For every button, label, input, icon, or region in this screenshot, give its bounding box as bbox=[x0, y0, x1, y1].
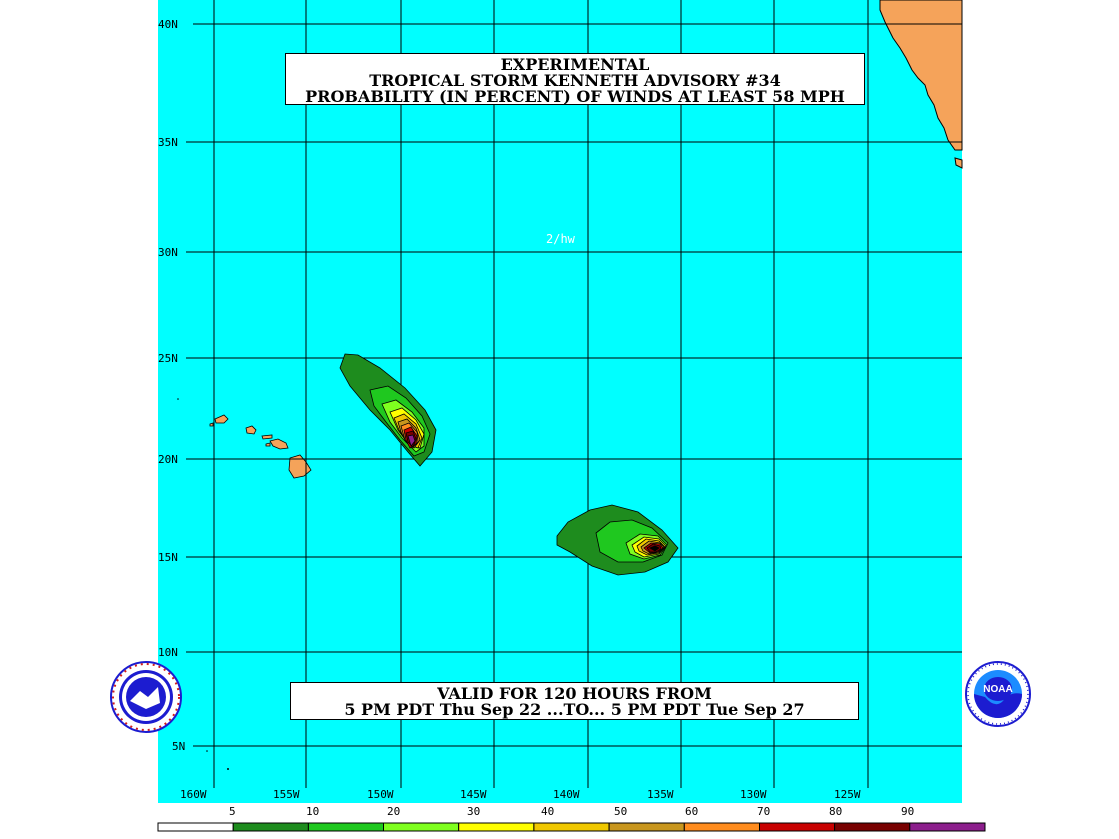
legend-label-90: 90 bbox=[901, 805, 914, 818]
title-line-2: TROPICAL STORM KENNETH ADVISORY #34 bbox=[369, 71, 781, 90]
legend-label-20: 20 bbox=[387, 805, 400, 818]
forecaster-tag: 2/hw bbox=[546, 232, 575, 246]
lon-label-160w: 160W bbox=[180, 788, 207, 801]
title-line-3: PROBABILITY (IN PERCENT) OF WINDS AT LEA… bbox=[305, 87, 845, 106]
legend-swatch bbox=[533, 822, 610, 832]
lon-label-125w: 125W bbox=[834, 788, 861, 801]
legend-label-5: 5 bbox=[229, 805, 236, 818]
valid-period-box: VALID FOR 120 HOURS FROM 5 PM PDT Thu Se… bbox=[290, 682, 859, 720]
title-line-1: EXPERIMENTAL bbox=[500, 55, 650, 74]
lon-label-135w: 135W bbox=[647, 788, 674, 801]
legend-swatch bbox=[232, 822, 309, 832]
north-america-coast bbox=[879, 0, 963, 151]
lon-label-145w: 145W bbox=[460, 788, 487, 801]
legend-swatch bbox=[834, 822, 911, 832]
legend-swatch bbox=[683, 822, 760, 832]
lat-label-35n: 35N bbox=[158, 136, 178, 149]
noaa-logo-text: NOAA bbox=[983, 684, 1012, 695]
valid-line-2: 5 PM PDT Thu Sep 22 ...TO... 5 PM PDT Tu… bbox=[344, 700, 805, 719]
legend-swatch bbox=[909, 822, 986, 832]
probability-swath-north bbox=[339, 353, 437, 467]
probability-swath-south bbox=[556, 504, 679, 576]
legend-swatch bbox=[759, 822, 836, 832]
legend-label-40: 40 bbox=[541, 805, 554, 818]
lat-label-5n: 5N bbox=[172, 740, 185, 753]
lat-label-20n: 20N bbox=[158, 453, 178, 466]
valid-line-1: VALID FOR 120 HOURS FROM bbox=[437, 684, 712, 703]
legend-label-60: 60 bbox=[685, 805, 698, 818]
legend-label-50: 50 bbox=[614, 805, 627, 818]
legend-bar bbox=[157, 822, 986, 832]
baja-tip bbox=[954, 157, 963, 169]
lat-label-30n: 30N bbox=[158, 246, 178, 259]
nws-logo bbox=[110, 661, 182, 733]
legend-label-80: 80 bbox=[829, 805, 842, 818]
legend-swatch bbox=[383, 822, 460, 832]
legend-swatch bbox=[458, 822, 535, 832]
legend-label-70: 70 bbox=[757, 805, 770, 818]
lon-label-140w: 140W bbox=[553, 788, 580, 801]
lat-label-15n: 15N bbox=[158, 551, 178, 564]
lon-label-130w: 130W bbox=[740, 788, 767, 801]
legend-swatch bbox=[157, 822, 234, 832]
color-legend: 5 10 20 30 40 50 60 70 80 90 bbox=[157, 805, 986, 832]
title-box: EXPERIMENTAL TROPICAL STORM KENNETH ADVI… bbox=[285, 53, 865, 105]
legend-swatch bbox=[608, 822, 685, 832]
legend-label-10: 10 bbox=[306, 805, 319, 818]
lat-label-40n: 40N bbox=[158, 18, 178, 31]
lat-label-10n: 10N bbox=[158, 646, 178, 659]
legend-swatch bbox=[307, 822, 385, 832]
lat-label-25n: 25N bbox=[158, 352, 178, 365]
lon-label-150w: 150W bbox=[367, 788, 394, 801]
ocean-area bbox=[158, 0, 962, 803]
legend-label-30: 30 bbox=[467, 805, 480, 818]
noaa-logo: NOAA bbox=[965, 661, 1031, 727]
lon-label-155w: 155W bbox=[273, 788, 300, 801]
